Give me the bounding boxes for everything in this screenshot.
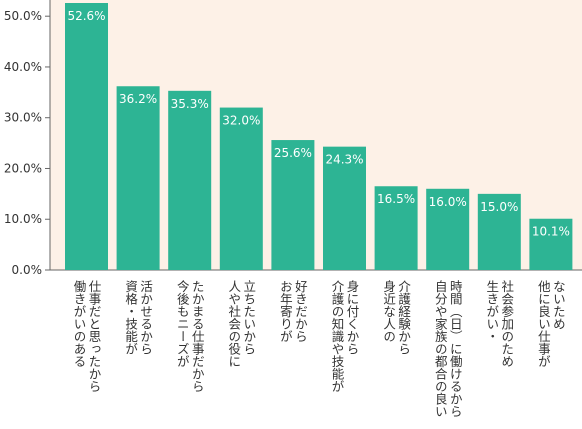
category-label: 社会参加のため [499,279,514,368]
category-label: お年寄りが [278,280,293,343]
data-label: 36.2% [119,92,157,106]
bar [219,107,263,270]
bar [477,193,521,270]
category-label: 今後もニーズが [175,279,190,368]
data-label: 16.5% [377,192,415,206]
y-tick-label: 10.0% [4,212,42,226]
data-label: 16.0% [429,195,467,209]
data-label: 15.0% [480,200,518,214]
y-tick-label: 30.0% [4,111,42,125]
category-label: 働きがいのある [72,280,87,368]
data-label: 25.6% [274,146,312,160]
bar [65,3,108,270]
bar [323,146,366,270]
data-label: 52.6% [67,9,105,23]
y-tick-label: 20.0% [4,161,42,175]
category-label: 身に付くから [345,279,360,355]
category-label: 介護経験から [396,280,411,355]
category-label: 立ちたいから [241,279,256,355]
bar [168,90,212,271]
bar [374,186,418,270]
bar [529,218,573,270]
category-label: 身近な人の [381,279,396,343]
category-label: 生きがい・ [484,280,499,343]
data-label: 10.1% [532,225,570,239]
category-label: ないため [551,280,566,330]
bar [116,86,160,270]
category-label: 仕事だと思ったから [87,280,102,393]
category-label: 活かせるから [138,280,153,355]
data-label: 32.0% [222,114,260,128]
category-label: 人や社会の役に [226,280,241,368]
category-label: 好きだから [293,280,308,343]
y-tick-label: 0.0% [12,263,43,277]
category-label: 他に良い仕事が [536,280,551,368]
category-label: 介護の知識や技能が [330,280,345,393]
bar [426,188,470,270]
data-label: 35.3% [171,97,209,111]
y-tick-label: 50.0% [4,9,42,23]
y-tick-label: 40.0% [4,60,42,74]
category-label: 自分や家族の都合の良い [433,280,448,418]
category-label: 時間（日）に働けるから [448,280,463,418]
category-label: 資格・技能が [123,280,138,355]
category-label: たかまる仕事だから [190,280,205,393]
bar [271,140,315,270]
data-label: 24.3% [325,153,363,167]
